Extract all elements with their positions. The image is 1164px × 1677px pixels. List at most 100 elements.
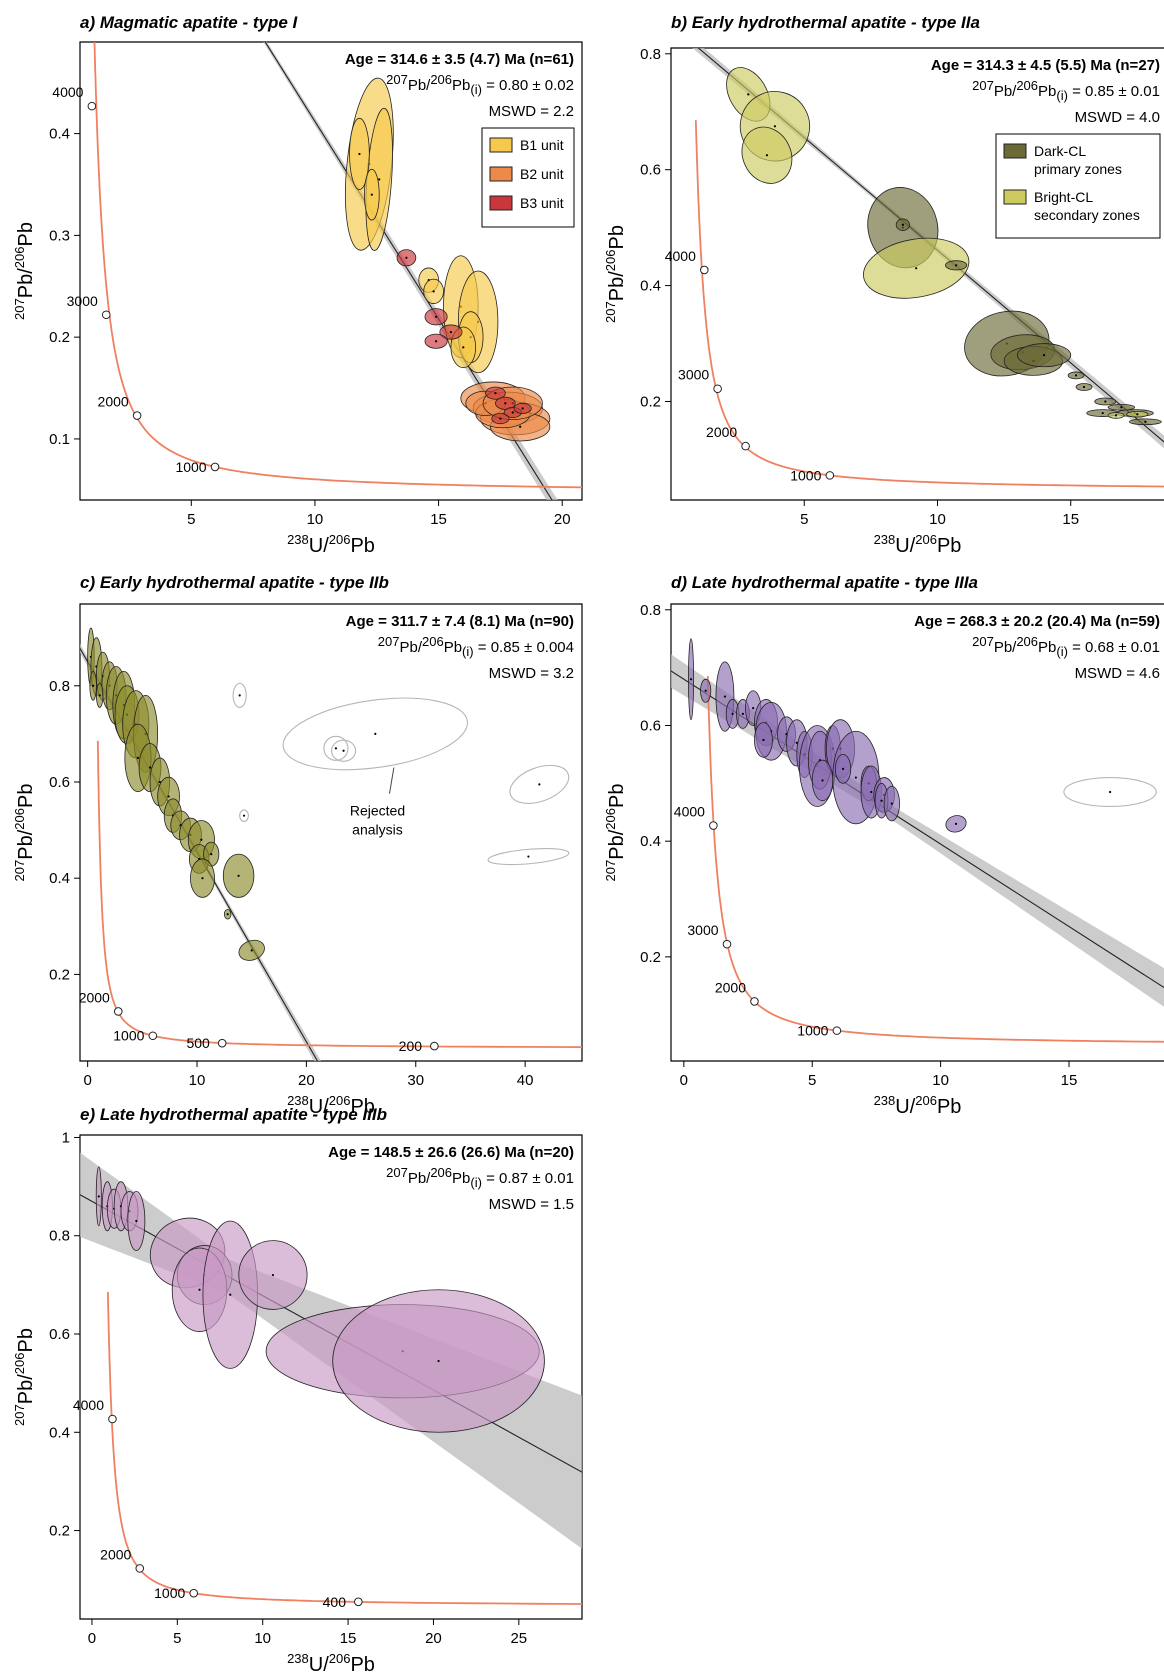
concordia-age-label: 3000: [678, 367, 709, 383]
y-tick-label: 0.4: [49, 126, 70, 143]
rejected-analysis-ellipse: [282, 697, 469, 771]
analysis-point: [762, 738, 765, 742]
y-tick-label: 0.4: [640, 278, 661, 295]
concordia-age-marker: [825, 471, 835, 480]
regression-line: [264, 42, 553, 500]
concordia-curve: [93, 42, 582, 489]
x-axis-label: 238U/206Pb: [874, 532, 962, 557]
analysis-point: [773, 125, 777, 128]
concordia-curve: [107, 1291, 582, 1605]
analysis-point: [158, 780, 161, 784]
x-axis-label: 238U/206Pb: [287, 1093, 375, 1118]
x-tick-label: 5: [800, 511, 808, 528]
age-result: Age = 314.3 ± 4.5 (5.5) Ma (n=27): [931, 57, 1160, 74]
concordia-age-marker: [722, 939, 732, 949]
x-axis-label: 238U/206Pb: [287, 1651, 375, 1676]
x-tick-label: 15: [340, 1630, 357, 1647]
analysis-point: [237, 874, 240, 877]
concordia-age-label: 1000: [113, 1028, 144, 1044]
analysis-point: [135, 1219, 138, 1223]
legend-swatch: [1003, 189, 1027, 205]
analysis-point: [1082, 385, 1086, 389]
mswd-value: MSWD = 2.2: [489, 103, 574, 120]
concordia-age-label: 1000: [790, 467, 821, 483]
concordia-curve: [96, 740, 582, 1048]
initial-pb-ratio: 207Pb/206Pb(i) = 0.68 ± 0.01: [972, 634, 1160, 659]
y-tick-label: 0.4: [49, 1424, 70, 1441]
analysis-point: [890, 802, 893, 805]
legend-swatch: [489, 166, 513, 182]
concordia-age-marker: [750, 997, 759, 1006]
analysis-point: [741, 712, 744, 716]
analysis-point: [198, 1288, 201, 1291]
concordia-age-marker: [713, 384, 722, 394]
mswd-value: MSWD = 1.5: [489, 1196, 574, 1213]
panel-title: a) Magmatic apatite - type I: [80, 13, 299, 32]
x-axis-label: 238U/206Pb: [287, 532, 375, 557]
plot-area: [671, 638, 1164, 1043]
concordia-age-marker: [709, 821, 718, 830]
x-tick-label: 5: [808, 1072, 816, 1089]
x-tick-label: 10: [189, 1072, 206, 1089]
analysis-point: [136, 756, 140, 760]
plot-frame: [670, 47, 1164, 501]
concordia-curve: [706, 675, 1164, 1043]
concordia-age-marker: [148, 1031, 158, 1041]
x-tick-label: 15: [1062, 511, 1079, 528]
y-tick-label: 0.6: [49, 1326, 70, 1343]
analysis-point: [854, 776, 857, 779]
legend-label: B1 unit: [520, 137, 564, 153]
y-tick-label: 0.2: [640, 949, 661, 966]
rejected-analysis-ellipse: [487, 847, 570, 866]
y-tick-label: 0.6: [49, 774, 70, 791]
panel-c-type-IIb: c) Early hydrothermal apatite - type IIb…: [12, 573, 583, 1118]
legend-swatch: [489, 137, 513, 153]
y-tick-label: 0.2: [49, 329, 70, 346]
concordia-age-label: 1000: [175, 459, 206, 475]
rejected-analysis-point: [342, 749, 345, 752]
concordia-age-label: 4000: [665, 248, 696, 264]
legend-label-secondary: primary zones: [1034, 161, 1122, 177]
analysis-point: [210, 853, 213, 856]
y-tick-label: 0.2: [49, 966, 70, 983]
y-tick-label: 0.2: [49, 1523, 70, 1540]
analysis-point: [370, 193, 373, 196]
plot-area: [692, 48, 1164, 488]
analysis-point: [405, 256, 408, 259]
analysis-point: [92, 684, 95, 687]
y-tick-label: 0.8: [49, 1228, 70, 1245]
rejected-analysis-point: [538, 783, 541, 786]
analysis-point: [434, 315, 438, 318]
x-tick-label: 20: [554, 511, 571, 528]
panel-title: d) Late hydrothermal apatite - type IIIa: [671, 573, 978, 592]
concordia-age-label: 1000: [154, 1585, 185, 1601]
concordia-age-label: 2000: [79, 989, 110, 1005]
concordia-age-label: 2000: [98, 394, 129, 410]
rejected-analysis-point: [1108, 790, 1112, 794]
analysis-point: [821, 779, 824, 782]
x-tick-label: 40: [517, 1072, 534, 1089]
y-tick-label: 1: [62, 1129, 70, 1146]
x-tick-label: 10: [254, 1630, 271, 1647]
annotation-text: Rejected: [350, 803, 405, 819]
initial-pb-ratio: 207Pb/206Pb(i) = 0.80 ± 0.02: [386, 72, 574, 97]
y-tick-label: 0.3: [49, 227, 70, 244]
legend-label-secondary: secondary zones: [1034, 207, 1140, 223]
analysis-point: [1120, 406, 1123, 409]
analysis-point: [752, 707, 755, 710]
rejected-analysis-point: [527, 855, 530, 858]
plot-frame: [79, 41, 583, 501]
concordia-age-label: 3000: [687, 922, 718, 938]
analysis-point: [432, 290, 435, 293]
y-tick-label: 0.4: [49, 870, 70, 887]
analysis-point: [511, 411, 514, 414]
panel-b-type-IIa: b) Early hydrothermal apatite - type IIa…: [603, 13, 1164, 557]
analysis-point: [1101, 411, 1104, 415]
panel-e-type-IIIb: e) Late hydrothermal apatite - type IIIb…: [12, 1105, 583, 1676]
annotation-leader-line: [388, 767, 395, 794]
panel-title: b) Early hydrothermal apatite - type IIa: [671, 13, 980, 32]
analysis-point: [462, 346, 465, 349]
concordia-age-label: 200: [399, 1038, 423, 1054]
rejected-analysis-point: [374, 732, 377, 735]
y-axis-label: 207Pb/206Pb: [12, 1328, 37, 1426]
